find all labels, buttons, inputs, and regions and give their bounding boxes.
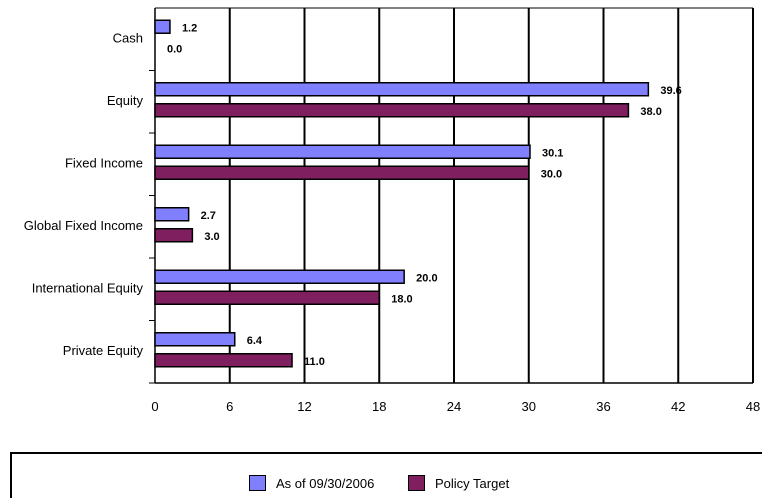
bar-1-3 <box>154 228 194 243</box>
x-tick-label-8: 48 <box>746 399 760 414</box>
x-tick-label-4: 24 <box>447 399 461 414</box>
category-label-2: Fixed Income <box>65 155 143 170</box>
x-tick-label-6: 36 <box>596 399 610 414</box>
data-label-0-1: 39.6 <box>660 85 681 97</box>
data-label-0-3: 2.7 <box>201 210 216 222</box>
category-label-5: Private Equity <box>63 343 144 358</box>
allocation-bar-chart: 0 6 12 18 24 30 36 42 48 Cash 1.20.0 Equity 39.6 38.0… <box>24 7 760 414</box>
bar-1-1 <box>154 103 630 118</box>
category-label-4: International Equity <box>32 280 144 295</box>
data-label-1-1: 38.0 <box>640 106 661 118</box>
legend-item-1: Policy Target <box>408 475 509 491</box>
bar-0-5 <box>154 332 236 347</box>
x-tick-label-3: 18 <box>372 399 386 414</box>
legend: As of 09/30/2006 Policy Target <box>10 452 762 498</box>
x-tick-label-1: 6 <box>226 399 233 414</box>
x-tick-label-7: 42 <box>671 399 685 414</box>
x-tick-label-2: 12 <box>297 399 311 414</box>
data-label-1-4: 18.0 <box>391 293 412 305</box>
data-label-0-5: 6.4 <box>247 335 263 347</box>
legend-label-0: As of 09/30/2006 <box>276 475 375 491</box>
bar-0-1 <box>154 82 650 97</box>
legend-swatch-1 <box>408 475 425 491</box>
bar-0-0 <box>154 19 171 34</box>
category-label-0: Cash <box>113 30 143 45</box>
data-label-1-5: 11.0 <box>304 356 325 368</box>
data-label-1-3: 3.0 <box>204 231 219 243</box>
category-label-3: Global Fixed Income <box>24 218 143 233</box>
bar-0-3 <box>154 207 190 222</box>
data-label-1-2: 30.0 <box>541 168 562 180</box>
bar-0-4 <box>154 269 405 284</box>
bar-1-4 <box>154 290 380 305</box>
category-label-1: Equity <box>107 93 144 108</box>
bar-0-2 <box>154 144 531 159</box>
bar-1-5 <box>154 353 293 368</box>
legend-label-1: Policy Target <box>435 475 510 491</box>
legend-swatch-0 <box>249 475 266 491</box>
data-label-0-2: 30.1 <box>542 147 563 159</box>
x-tick-label-0: 0 <box>151 399 158 414</box>
x-tick-label-5: 30 <box>522 399 536 414</box>
legend-item-0: As of 09/30/2006 <box>249 475 374 491</box>
data-label-1-0: 0.0 <box>167 43 182 55</box>
bar-1-2 <box>154 165 530 180</box>
data-label-0-0: 1.2 <box>182 22 197 34</box>
data-label-0-4: 20.0 <box>416 272 437 284</box>
